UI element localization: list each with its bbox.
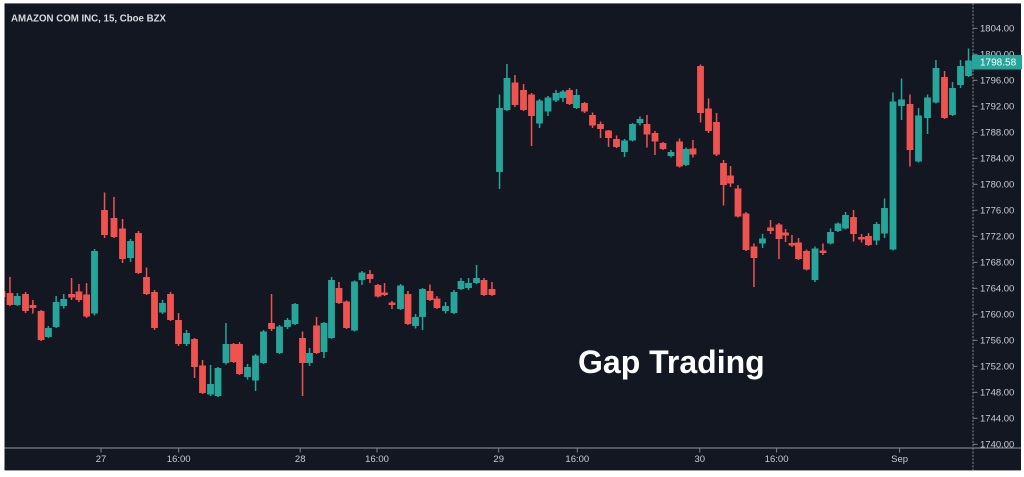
svg-text:1764.00: 1764.00 (980, 284, 1014, 295)
svg-text:16:00: 16:00 (565, 454, 589, 465)
svg-text:1776.00: 1776.00 (980, 206, 1014, 217)
svg-text:1772.00: 1772.00 (980, 232, 1014, 243)
svg-text:1740.00: 1740.00 (980, 440, 1014, 451)
svg-text:28: 28 (295, 454, 306, 465)
svg-text:Gap Trading: Gap Trading (578, 344, 765, 380)
svg-text:1804.00: 1804.00 (980, 24, 1014, 35)
svg-text:1768.00: 1768.00 (980, 258, 1014, 269)
svg-text:1796.00: 1796.00 (980, 76, 1014, 87)
svg-text:27: 27 (96, 454, 107, 465)
svg-text:1752.00: 1752.00 (980, 362, 1014, 373)
svg-text:1756.00: 1756.00 (980, 336, 1014, 347)
svg-text:16:00: 16:00 (365, 454, 389, 465)
svg-text:1780.00: 1780.00 (980, 180, 1014, 191)
svg-text:29: 29 (493, 454, 504, 465)
svg-text:16:00: 16:00 (167, 454, 191, 465)
svg-text:AMAZON COM INC, 15, Cboe BZX: AMAZON COM INC, 15, Cboe BZX (11, 14, 167, 25)
svg-text:1760.00: 1760.00 (980, 310, 1014, 321)
svg-text:1748.00: 1748.00 (980, 388, 1014, 399)
svg-text:Sep: Sep (891, 454, 908, 465)
svg-text:16:00: 16:00 (765, 454, 789, 465)
svg-text:1792.00: 1792.00 (980, 102, 1014, 113)
svg-text:1788.00: 1788.00 (980, 128, 1014, 139)
svg-text:1798.58: 1798.58 (980, 58, 1017, 69)
svg-text:1784.00: 1784.00 (980, 154, 1014, 165)
svg-text:1744.00: 1744.00 (980, 414, 1014, 425)
svg-text:30: 30 (695, 454, 706, 465)
